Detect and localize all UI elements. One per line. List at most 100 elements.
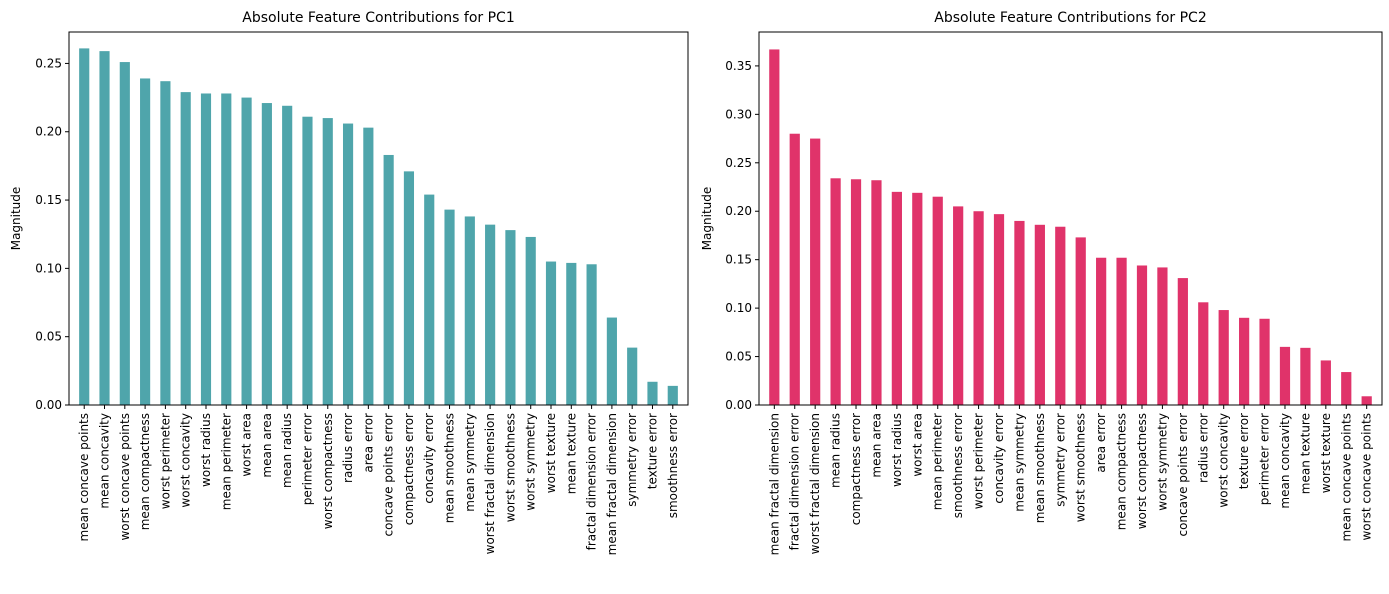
bar — [1320, 360, 1331, 405]
bar — [221, 93, 232, 405]
bar — [850, 179, 862, 405]
x-tick-label: mean texture — [564, 413, 578, 494]
x-tick-label: perimeter error — [300, 413, 314, 505]
bar — [525, 236, 536, 405]
x-tick-label: worst smoothness — [503, 413, 517, 522]
x-tick-label: worst perimeter — [158, 413, 172, 509]
y-tick-label: 0.10 — [35, 261, 62, 275]
bar — [99, 51, 110, 405]
x-tick-label: fractal dimension error — [788, 413, 802, 550]
bar — [993, 214, 1005, 405]
x-tick-label: area error — [1094, 413, 1108, 473]
x-tick-label: worst radius — [890, 413, 904, 487]
x-tick-label: mean texture — [1298, 413, 1312, 494]
x-tick-label: radius error — [1196, 413, 1210, 483]
bar — [1116, 257, 1127, 405]
bar — [667, 385, 678, 405]
bar — [606, 317, 617, 405]
chart-title: Absolute Feature Contributions for PC2 — [934, 10, 1207, 26]
bar — [119, 62, 130, 406]
bar — [1096, 257, 1107, 405]
bar — [1177, 278, 1188, 405]
x-tick-label: worst texture — [1319, 413, 1333, 493]
y-axis-label: Magnitude — [700, 187, 714, 251]
x-tick-label: mean fractal dimension — [605, 413, 619, 555]
y-tick-label: 0.25 — [725, 156, 752, 170]
x-tick-label: symmetry error — [1053, 413, 1067, 507]
x-tick-label: mean perimeter — [931, 413, 945, 510]
bar — [302, 116, 313, 405]
bar — [383, 154, 394, 405]
y-tick-label: 0.15 — [35, 193, 62, 207]
bar — [586, 264, 597, 405]
bar — [1034, 224, 1045, 405]
x-tick-label: worst texture — [544, 413, 558, 493]
bar — [1259, 318, 1270, 405]
bar — [566, 262, 577, 405]
x-tick-label: worst smoothness — [1074, 413, 1088, 522]
bar — [282, 105, 293, 406]
bar — [871, 180, 882, 405]
chart-title: Absolute Feature Contributions for PC1 — [242, 10, 515, 26]
bar — [769, 49, 780, 405]
bar — [403, 171, 415, 405]
bar — [912, 192, 923, 405]
bar — [830, 178, 841, 405]
bar — [1341, 372, 1352, 405]
bar — [627, 347, 638, 405]
bar — [810, 138, 821, 406]
x-tick-label: area error — [361, 413, 375, 473]
x-tick-label: mean smoothness — [443, 413, 457, 523]
bar — [789, 133, 800, 405]
x-tick-label: fractal dimension error — [585, 413, 599, 550]
bar — [1361, 396, 1372, 405]
bar — [485, 224, 496, 405]
y-tick-label: 0.20 — [725, 204, 752, 218]
bar — [1014, 220, 1025, 405]
x-tick-label: worst area — [240, 413, 254, 477]
bar — [647, 381, 658, 405]
x-tick-label: mean fractal dimension — [767, 413, 781, 555]
x-tick-label: mean area — [260, 413, 274, 478]
x-tick-label: perimeter error — [1258, 413, 1272, 505]
y-tick-label: 0.10 — [725, 301, 752, 315]
bar — [261, 103, 272, 406]
bar — [140, 78, 151, 405]
plot-frame — [68, 31, 689, 406]
x-tick-label: concave points error — [382, 413, 396, 537]
x-tick-label: mean radius — [280, 413, 294, 488]
x-tick-label: mean concavity — [98, 413, 112, 509]
x-tick-label: mean radius — [829, 413, 843, 488]
x-tick-label: mean perimeter — [219, 413, 233, 510]
y-axis-label: Magnitude — [9, 187, 23, 251]
bar — [973, 211, 984, 405]
x-tick-label: worst compactness — [1135, 413, 1149, 529]
y-tick-label: 0.00 — [35, 398, 62, 412]
y-tick-label: 0.05 — [35, 330, 62, 344]
x-tick-label: worst area — [910, 413, 924, 477]
y-tick-label: 0.05 — [725, 350, 752, 364]
y-tick-label: 0.25 — [35, 56, 62, 70]
x-tick-label: mean compactness — [1115, 413, 1129, 530]
bar — [342, 123, 354, 406]
bar — [1136, 265, 1148, 405]
bar — [1157, 267, 1168, 405]
x-tick-label: mean concave points — [77, 413, 91, 542]
bar — [1055, 226, 1066, 405]
bar — [891, 191, 902, 405]
bar — [444, 209, 455, 405]
x-tick-label: smoothness error — [951, 413, 965, 518]
bar — [1279, 346, 1291, 405]
x-tick-label: mean compactness — [138, 413, 152, 530]
bar — [1075, 237, 1086, 405]
x-tick-label: concavity error — [992, 413, 1006, 504]
x-tick-label: worst symmetry — [1155, 413, 1169, 511]
bar — [545, 261, 557, 405]
x-tick-label: radius error — [341, 413, 355, 483]
x-tick-label: worst concavity — [179, 413, 193, 508]
x-tick-label: mean concave points — [1339, 413, 1353, 542]
bar — [160, 81, 171, 405]
bar — [363, 127, 374, 406]
